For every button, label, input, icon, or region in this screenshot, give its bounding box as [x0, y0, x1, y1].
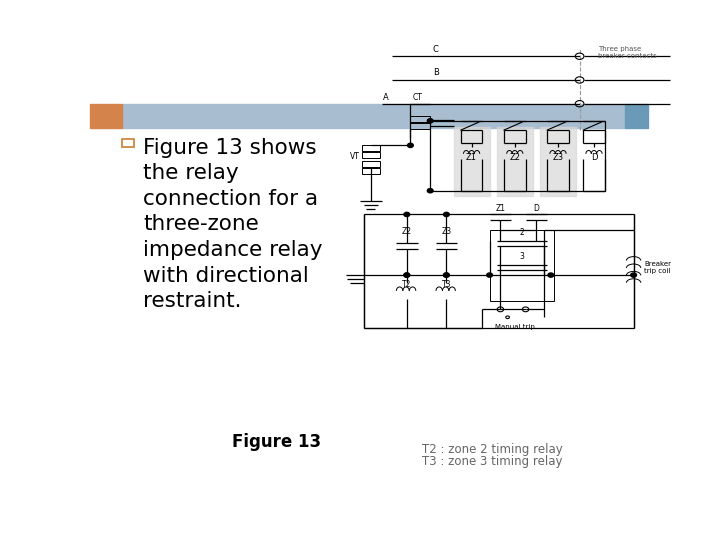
Circle shape — [404, 212, 410, 217]
Text: D: D — [534, 204, 539, 213]
Text: D: D — [590, 153, 598, 161]
Bar — [454, 127, 490, 196]
Bar — [410, 123, 431, 129]
Bar — [410, 116, 431, 122]
Text: VT: VT — [350, 152, 360, 161]
Text: T3 : zone 3 timing relay: T3 : zone 3 timing relay — [422, 455, 562, 468]
Text: Z2: Z2 — [402, 227, 412, 235]
Text: T2 : zone 2 timing relay: T2 : zone 2 timing relay — [422, 443, 563, 456]
Text: Z3: Z3 — [441, 227, 451, 235]
Text: Z1: Z1 — [495, 204, 505, 213]
Bar — [122, 104, 624, 128]
Bar — [362, 161, 380, 167]
Text: 3: 3 — [520, 252, 524, 261]
Text: B: B — [433, 69, 438, 77]
Circle shape — [487, 273, 492, 277]
Text: A: A — [384, 93, 389, 103]
Bar — [122, 139, 133, 147]
Bar — [497, 127, 533, 196]
Bar — [624, 104, 648, 128]
Bar — [540, 127, 576, 196]
Bar — [90, 104, 122, 128]
Circle shape — [404, 273, 410, 277]
Bar — [490, 230, 554, 301]
Text: C: C — [433, 45, 438, 53]
Text: 2: 2 — [520, 228, 524, 237]
Circle shape — [444, 273, 449, 277]
Bar — [362, 168, 380, 173]
Circle shape — [444, 212, 449, 217]
Text: CT: CT — [413, 93, 422, 103]
Text: Breaker
trip coil: Breaker trip coil — [644, 261, 672, 274]
Bar — [362, 152, 380, 158]
Text: Figure 13: Figure 13 — [233, 433, 322, 451]
Text: Manual trip: Manual trip — [495, 324, 535, 330]
Bar — [362, 145, 380, 151]
Circle shape — [548, 273, 554, 277]
Circle shape — [631, 273, 636, 277]
Text: Z3: Z3 — [552, 153, 564, 161]
Circle shape — [444, 273, 449, 277]
Text: Z2: Z2 — [509, 153, 521, 161]
Text: Z1: Z1 — [466, 153, 477, 161]
Circle shape — [408, 143, 413, 147]
Text: T3: T3 — [441, 280, 451, 289]
Text: Figure 13 shows
the relay
connection for a
three-zone
impedance relay
with direc: Figure 13 shows the relay connection for… — [143, 138, 323, 311]
Circle shape — [428, 119, 433, 123]
Circle shape — [428, 188, 433, 193]
Text: Three phase
breaker contacts: Three phase breaker contacts — [598, 46, 657, 59]
Circle shape — [404, 273, 410, 277]
Text: T2: T2 — [402, 280, 412, 289]
